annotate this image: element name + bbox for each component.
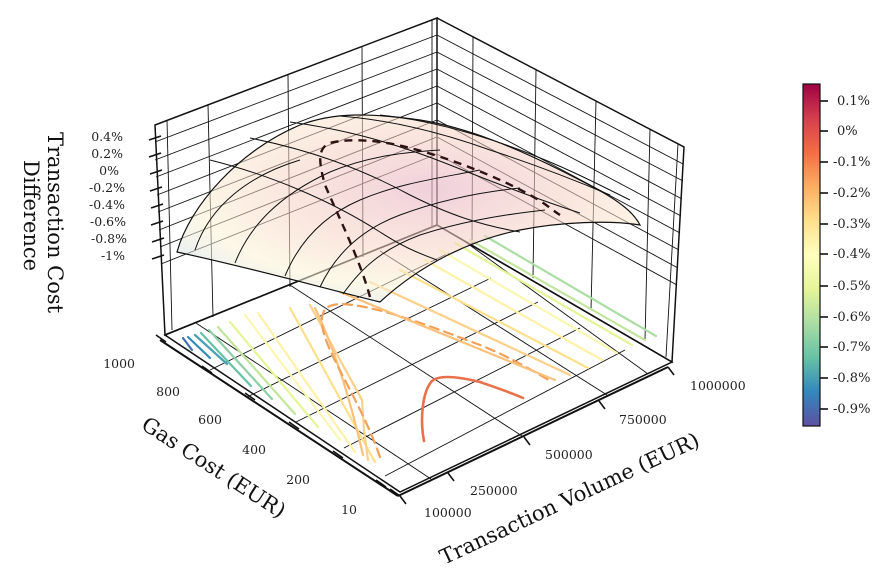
z-tick-label: 0%: [99, 163, 119, 178]
z-tick-label: 0.4%: [91, 129, 123, 144]
z-tick-label: -0.4%: [89, 197, 125, 212]
y-tick-label: 1000: [103, 356, 135, 371]
z-tick-label: -0.6%: [90, 214, 126, 229]
floor-pane: [159, 224, 674, 497]
colorbar-tick-label: -0.4%: [833, 247, 870, 262]
y-tick-label: 400: [242, 442, 266, 457]
colorbar-tick-label: 0%: [837, 124, 858, 139]
colorbar-tick-label: -0.9%: [833, 402, 870, 417]
colorbar-tick-label: -0.3%: [833, 217, 870, 232]
z-tick-label: -0.8%: [91, 231, 127, 246]
floor-contours: [181, 234, 658, 464]
x-tick-label: 100000: [424, 505, 472, 520]
x-tick-label: 1000000: [690, 378, 746, 393]
z-tick-label: -0.2%: [89, 180, 125, 195]
y-tick-label: 10: [341, 502, 357, 517]
colorbar-tick-label: -0.6%: [833, 310, 870, 325]
x-axis: 100000 250000 500000 750000 1000000 Tran…: [399, 366, 746, 570]
y-axis-title: Gas Cost (EUR): [137, 412, 290, 523]
z-axis: 0.4% 0.2% 0% -0.2% -0.4% -0.6% -0.8% -1%…: [19, 129, 165, 314]
colorbar: 0.1% 0% -0.1% -0.2% -0.3% -0.4% -0.5% -0…: [802, 83, 870, 427]
y-tick-label: 200: [286, 472, 310, 487]
z-tick-label: -1%: [101, 248, 125, 263]
z-axis-title: Transaction CostDifference: [19, 132, 67, 314]
z-tick-label: 0.2%: [91, 146, 123, 161]
x-tick-label: 250000: [470, 483, 518, 498]
colorbar-tick-label: 0.1%: [837, 94, 870, 109]
x-tick-label: 750000: [619, 412, 667, 427]
surface: [176, 114, 642, 303]
colorbar-tick-label: -0.2%: [833, 186, 870, 201]
colorbar-tick-label: -0.1%: [833, 155, 870, 170]
x-tick-label: 500000: [545, 447, 593, 462]
colorbar-tick-label: -0.8%: [833, 371, 870, 386]
colorbar-tick-label: -0.5%: [833, 279, 870, 294]
colorbar-tick-label: -0.7%: [833, 340, 870, 355]
y-tick-label: 600: [198, 412, 222, 427]
y-tick-label: 800: [156, 384, 180, 399]
